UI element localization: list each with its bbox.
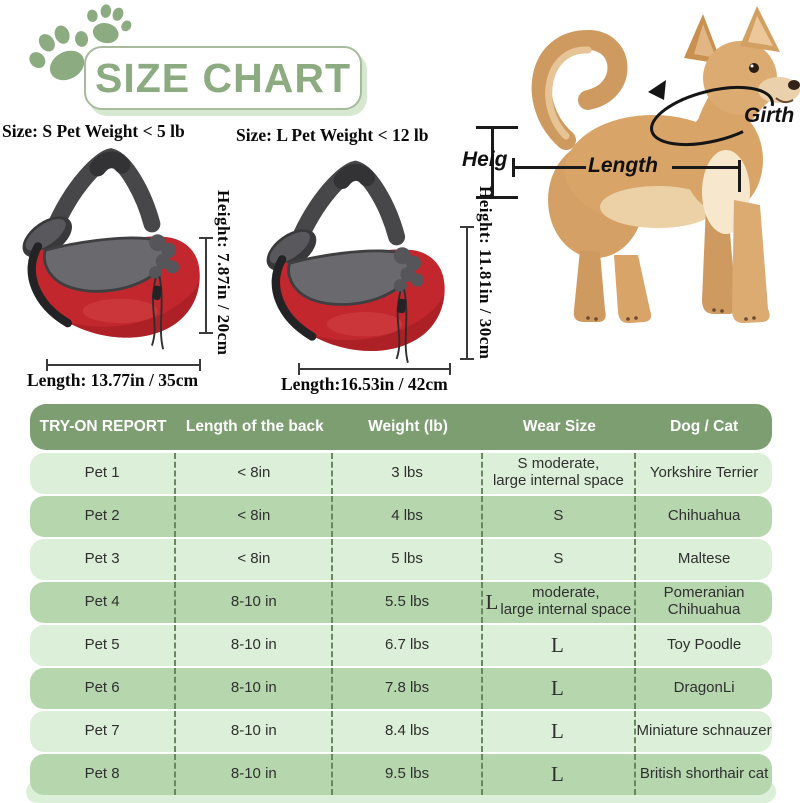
header-dog-cat: Dog / Cat	[670, 418, 739, 435]
cell-wear_size: L	[483, 711, 637, 752]
cell-back_length: 8-10 in	[176, 711, 334, 752]
cell-breed: Pomeranian Chihuahua	[663, 584, 745, 619]
dog-length-label: Length	[588, 154, 658, 177]
cell-weight: 5 lbs	[333, 539, 483, 580]
measure-line-l-length	[298, 363, 451, 375]
dog-length-tick	[738, 160, 741, 192]
header-back-length: Length of the back	[185, 418, 324, 435]
cell-pet: Pet 2	[30, 496, 177, 537]
cell-wear_size: L	[483, 625, 637, 666]
cell-weight: 3 lbs	[333, 453, 483, 494]
cell-weight: 5.5 lbs	[333, 582, 483, 623]
table-body: Pet 1 < 8in 3 lbs S moderate, large interna…	[30, 453, 772, 795]
cell-pet: Pet 7	[30, 711, 177, 752]
cell-pet: Pet 5	[30, 625, 177, 666]
cell-breed: Maltese	[677, 549, 731, 567]
dog-girth-ellipse	[648, 80, 774, 147]
dog-height-label: Heig	[462, 148, 508, 171]
l-length-label: Length:16.53in / 42cm	[281, 374, 448, 394]
table-row: Pet 5 8-10 in 6.7 lbs L Toy Poodle	[30, 625, 772, 666]
sling-bag-l-image	[266, 160, 445, 363]
cell-wear_size: S moderate, large internal space	[483, 453, 637, 494]
cell-weight: 6.7 lbs	[333, 625, 483, 666]
paw-icon	[87, 4, 132, 44]
cell-back_length: 8-10 in	[176, 582, 334, 623]
dog-girth-label: Girth	[744, 104, 795, 127]
dog-photo	[531, 6, 800, 324]
cell-back_length: < 8in	[176, 539, 334, 580]
header-weight: Weight (lb)	[368, 418, 448, 435]
dog-measurement-diagram: Heig Length Girth	[462, 0, 800, 348]
measure-line-s-height	[199, 237, 213, 334]
cell-wear_size: S	[483, 539, 637, 580]
cell-weight: 9.5 lbs	[333, 754, 483, 795]
dog-length-tick	[512, 158, 515, 177]
table-row: Pet 4 8-10 in 5.5 lbs L moderate, large int…	[30, 582, 772, 623]
table-row: Pet 7 8-10 in 8.4 lbs L Miniature schnauzer	[30, 711, 772, 752]
cell-wear_size: S	[483, 496, 637, 537]
table-row: Pet 2 < 8in 4 lbs S Chihuahua	[30, 496, 772, 537]
paw-prints	[14, 0, 144, 90]
cell-wear_size: L	[483, 754, 637, 795]
size-chart-title-box: SIZE CHART	[84, 46, 362, 110]
cell-breed: Miniature schnauzer	[636, 721, 772, 739]
wear-size-letter: L	[550, 675, 564, 700]
sling-bag-s-image	[22, 148, 200, 350]
cell-pet: Pet 1	[30, 453, 177, 494]
cell-back_length: < 8in	[176, 453, 334, 494]
cell-wear_size: L moderate, large internal space	[483, 582, 637, 623]
cell-pet: Pet 6	[30, 668, 177, 709]
cell-weight: 7.8 lbs	[333, 668, 483, 709]
wear-size-letter: L	[485, 589, 499, 614]
cell-back_length: 8-10 in	[176, 754, 334, 795]
table-row: Pet 3 < 8in 5 lbs S Maltese	[30, 539, 772, 580]
cell-weight: 8.4 lbs	[333, 711, 483, 752]
dog-length-measure-line	[672, 166, 740, 169]
cell-pet: Pet 3	[30, 539, 177, 580]
header-tryon-report: TRY-ON REPORT	[39, 418, 167, 435]
measure-line-s-length	[46, 359, 201, 371]
table-row: Pet 1 < 8in 3 lbs S moderate, large interna…	[30, 453, 772, 494]
table-row: Pet 6 8-10 in 7.8 lbs L DragonLi	[30, 668, 772, 709]
cell-breed: Yorkshire Terrier	[649, 463, 759, 481]
paw-icon	[29, 25, 89, 81]
dog-height-measure-line	[491, 127, 494, 199]
cell-breed: Chihuahua	[667, 506, 741, 524]
table-header-row: TRY-ON REPORT Length of the back Weight …	[30, 404, 772, 450]
dog-length-measure-line	[512, 166, 586, 169]
dog-height-tick	[476, 126, 518, 129]
wear-size-letter: L	[550, 718, 564, 743]
size-s-label: Size: S Pet Weight < 5 lb	[2, 121, 185, 141]
cell-back_length: 8-10 in	[176, 625, 334, 666]
dog-height-tick	[476, 196, 518, 199]
size-l-label: Size: L Pet Weight < 12 lb	[236, 125, 429, 145]
wear-size-letter: L	[550, 761, 564, 786]
s-height-label: Height: 7.87in / 20cm	[214, 190, 233, 356]
cell-breed: British shorthair cat	[639, 764, 769, 782]
table-row: Pet 8 8-10 in 9.5 lbs L British shorthair ca…	[30, 754, 772, 795]
measure-line-l-height	[460, 226, 474, 360]
cell-back_length: < 8in	[176, 496, 334, 537]
cell-pet: Pet 8	[30, 754, 177, 795]
cell-pet: Pet 4	[30, 582, 177, 623]
tryon-report-table: TRY-ON REPORT Length of the back Weight …	[26, 404, 776, 803]
cell-wear_size: L	[483, 668, 637, 709]
page-title: SIZE CHART	[95, 54, 351, 101]
cell-weight: 4 lbs	[333, 496, 483, 537]
cell-breed: Toy Poodle	[666, 635, 742, 653]
cell-breed: DragonLi	[673, 678, 735, 696]
l-height-label: Height: 11.81in / 30cm	[476, 186, 495, 360]
cell-back_length: 8-10 in	[176, 668, 334, 709]
header-wear-size: Wear Size	[522, 418, 596, 435]
wear-size-letter: L	[550, 632, 564, 657]
s-length-label: Length: 13.77in / 35cm	[27, 370, 199, 390]
